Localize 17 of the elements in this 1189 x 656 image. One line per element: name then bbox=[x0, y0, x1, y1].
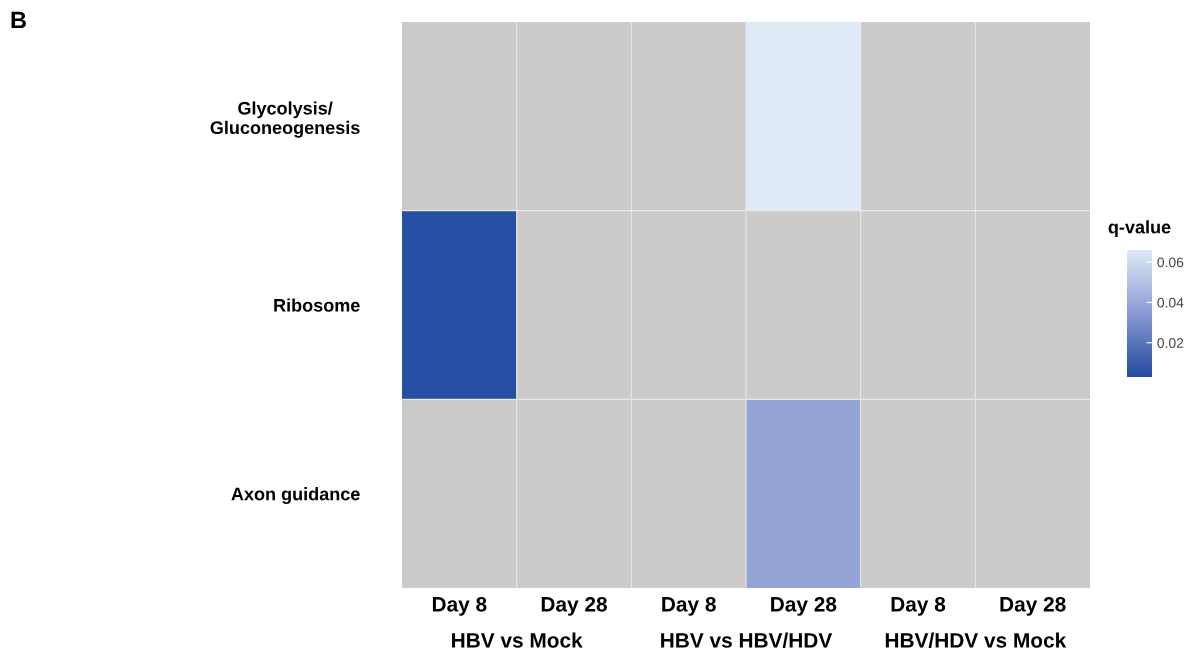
color-bar-label: 0.02 bbox=[1157, 338, 1184, 348]
text: B bbox=[11, 11, 26, 29]
color-bar-label: 0.04 bbox=[1157, 297, 1184, 308]
x-tick-label: Day 8 bbox=[432, 596, 487, 616]
y-tick-label: Glycolysis/ Gluconeogenesis bbox=[210, 101, 360, 138]
color-bar-label: 0.06 bbox=[1157, 257, 1184, 268]
color-bar-title: q-value bbox=[1108, 220, 1171, 238]
y-tick-label: Ribosome bbox=[274, 298, 360, 312]
y-tick-label: Axon guidance bbox=[231, 487, 360, 505]
text: HBV/HDV vs Mock bbox=[885, 632, 1067, 648]
x-tick-label: Day 8 bbox=[891, 596, 946, 616]
text: HBV vs HBV/HDV bbox=[661, 632, 833, 648]
text: HBV vs Mock bbox=[452, 632, 583, 648]
x-tick-label: Day 28 bbox=[771, 596, 837, 616]
x-tick-label: Day 28 bbox=[1000, 596, 1066, 616]
x-tick-label: Day 28 bbox=[541, 596, 607, 616]
x-tick-label: Day 8 bbox=[662, 596, 716, 616]
